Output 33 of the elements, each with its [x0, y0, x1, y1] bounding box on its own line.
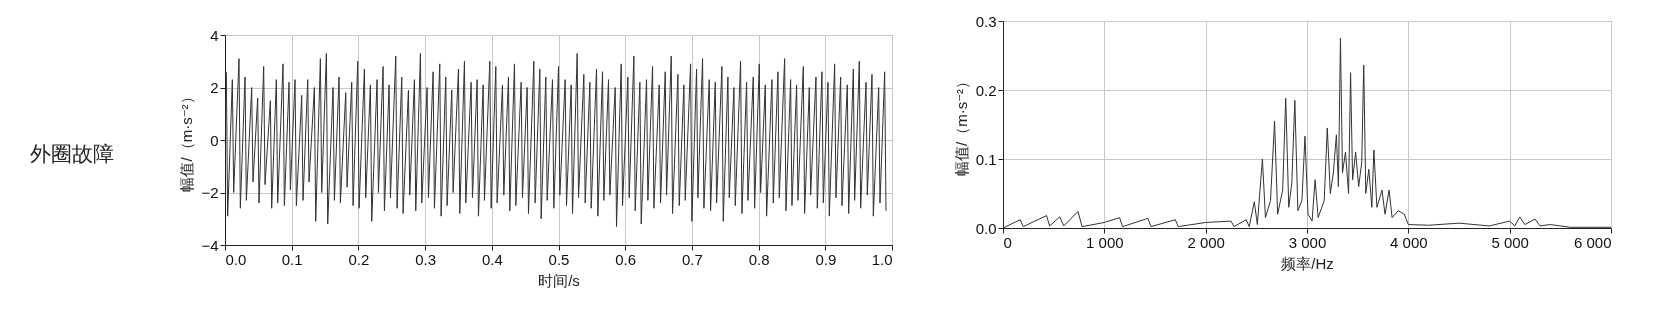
x-tick-label: 0.3 — [415, 250, 437, 268]
text: 外圈故障 — [30, 141, 114, 168]
x-tick-label: 4 000 — [1390, 233, 1428, 251]
y-axis-title: 幅值/（m·s⁻²） — [952, 73, 970, 177]
x-tick-label: 6 000 — [1573, 233, 1612, 251]
x-tick-label: 0 — [1003, 233, 1012, 251]
x-tick-label: 0.4 — [481, 250, 503, 268]
x-tick-label: 0.6 — [615, 250, 637, 268]
y-tick-label: −2 — [201, 184, 219, 201]
y-tick-label: 0.0 — [975, 219, 997, 237]
x-tick-label: 0.5 — [548, 250, 570, 268]
x-tick-label: 0.7 — [681, 250, 703, 268]
y-tick-label: 0.1 — [975, 150, 997, 168]
x-axis-title: 频率/Hz — [1281, 254, 1334, 272]
x-tick-label: 5 000 — [1491, 233, 1529, 251]
y-tick-label: 4 — [210, 26, 219, 44]
x-tick-label: 3 000 — [1288, 233, 1327, 251]
y-tick-label: −4 — [201, 236, 219, 254]
y-tick-label: 2 — [210, 79, 219, 96]
y-tick-label: 0.3 — [975, 12, 997, 30]
x-tick-label: 0.9 — [815, 250, 837, 268]
y-tick-label: 0 — [210, 131, 219, 149]
x-tick-label: 0.1 — [281, 250, 303, 268]
x-tick-label: 2 000 — [1187, 233, 1225, 251]
x-tick-label: 1.0 — [871, 250, 893, 268]
x-tick-label: 0.8 — [748, 250, 770, 268]
line-series — [225, 52, 887, 228]
x-tick-label: 1 000 — [1086, 233, 1124, 251]
x-tick-label: 0.2 — [348, 250, 370, 268]
y-tick-label: 0.2 — [975, 81, 997, 99]
x-tick-label: 0.0 — [225, 250, 247, 268]
y-axis-title: 幅值/（m·s⁻²） — [178, 89, 196, 192]
x-axis-title: 时间/s — [538, 271, 580, 289]
